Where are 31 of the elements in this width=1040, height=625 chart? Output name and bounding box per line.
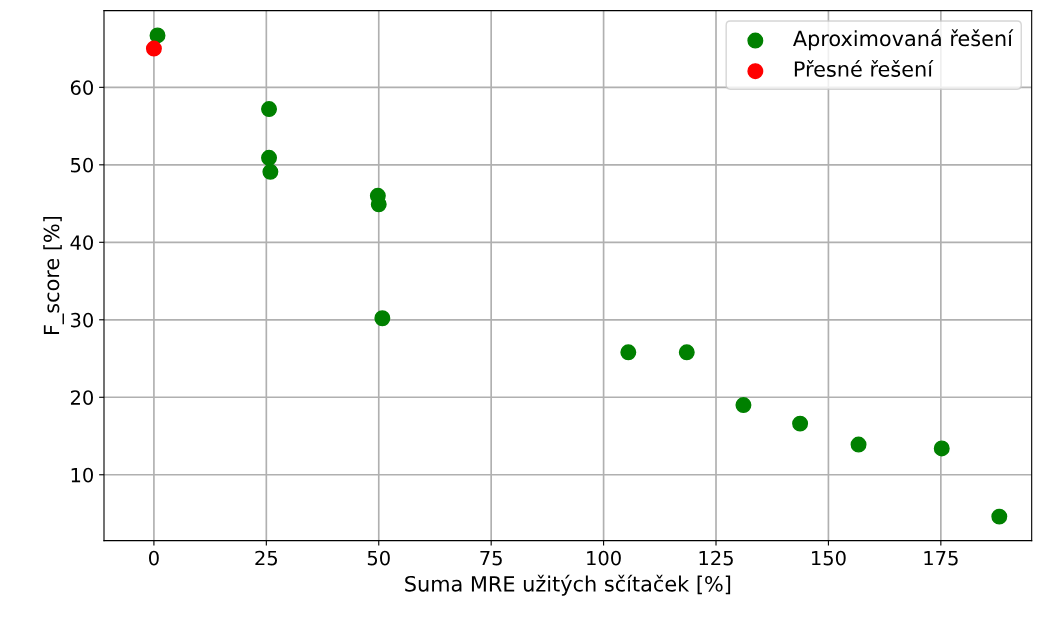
legend-label: Aproximovaná řešení xyxy=(793,29,1014,51)
x-tick-label: 75 xyxy=(480,550,502,566)
x-tick-label: 25 xyxy=(255,550,278,566)
x-tick-label: 50 xyxy=(367,550,390,566)
point xyxy=(792,415,809,432)
point xyxy=(149,27,166,44)
y-tick-label: 30 xyxy=(71,312,93,328)
point xyxy=(261,149,278,166)
y-tick-label: 40 xyxy=(70,235,93,250)
y-tick-label: 20 xyxy=(70,390,93,405)
point xyxy=(991,508,1008,525)
y-tick-label: 10 xyxy=(71,467,93,483)
x-tick-label: 0 xyxy=(149,550,159,566)
point xyxy=(262,163,279,180)
point xyxy=(374,310,391,327)
point xyxy=(620,344,637,361)
x-tick-label: 100 xyxy=(587,550,621,566)
y-tick-label: 50 xyxy=(71,157,93,173)
legend-label: Přesné řešení xyxy=(794,59,934,77)
x-tick-label: 175 xyxy=(924,550,958,566)
point xyxy=(261,101,278,118)
point xyxy=(678,344,695,361)
x-tick-label: 125 xyxy=(699,550,733,566)
y-axis-title: F_score [%] xyxy=(43,216,64,335)
point xyxy=(145,40,162,57)
point xyxy=(933,440,950,457)
point xyxy=(735,397,752,414)
y-tick-label: 60 xyxy=(70,80,93,95)
x-axis-title: Suma MRE užitých sčítaček [%] xyxy=(405,574,731,596)
x-tick-label: 150 xyxy=(812,550,846,566)
point xyxy=(850,436,867,453)
